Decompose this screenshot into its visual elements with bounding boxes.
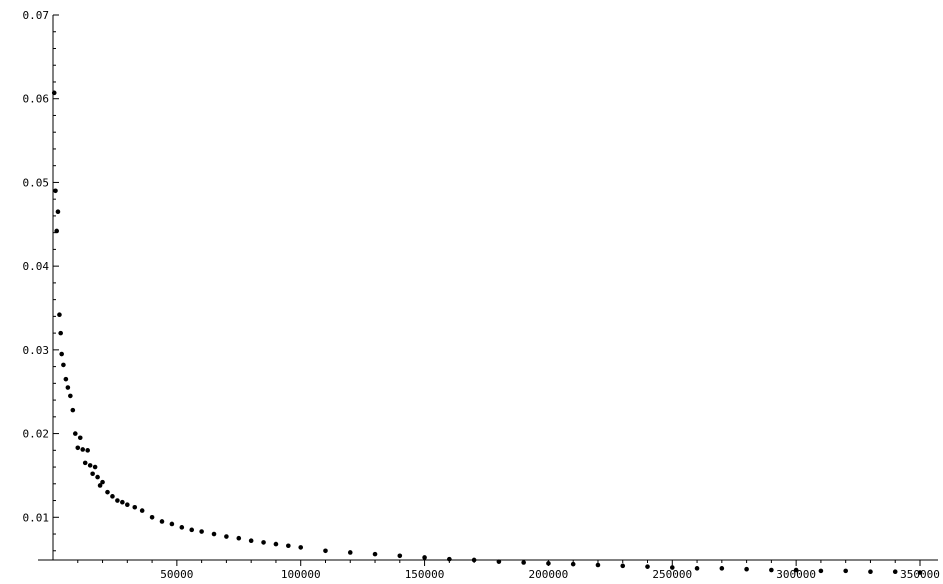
- data-point: [422, 555, 427, 560]
- data-point: [90, 471, 95, 477]
- data-point: [53, 188, 58, 194]
- data-point: [645, 564, 650, 569]
- y-tick-label: 0.04: [23, 260, 50, 273]
- x-tick-label: 200000: [529, 568, 569, 581]
- data-point: [347, 550, 353, 555]
- data-point: [719, 566, 725, 571]
- data-point: [61, 362, 66, 368]
- data-point: [75, 445, 81, 451]
- data-point: [72, 431, 78, 436]
- data-point: [105, 489, 110, 495]
- y-tick-label: 0.02: [23, 428, 50, 441]
- data-point: [95, 474, 100, 480]
- data-point: [179, 525, 185, 530]
- data-points: [51, 90, 923, 575]
- data-point: [85, 448, 90, 453]
- data-point: [471, 557, 477, 563]
- data-point: [55, 209, 61, 215]
- data-point: [110, 494, 115, 499]
- data-point: [97, 483, 103, 488]
- data-point: [769, 567, 774, 573]
- data-point: [63, 376, 69, 382]
- data-point: [54, 228, 60, 234]
- data-point: [77, 435, 83, 441]
- data-point: [51, 90, 57, 96]
- data-point: [917, 570, 923, 575]
- data-point: [793, 567, 799, 573]
- data-point: [694, 566, 700, 571]
- data-point: [570, 561, 576, 567]
- data-point: [372, 551, 378, 557]
- data-point: [298, 545, 304, 550]
- data-point: [92, 464, 98, 470]
- x-tick-label: 300000: [776, 568, 816, 581]
- data-point: [323, 548, 328, 554]
- data-point: [397, 553, 403, 559]
- data-point: [224, 534, 229, 539]
- data-point: [100, 479, 105, 485]
- y-tick-label: 0.07: [23, 9, 50, 22]
- data-point: [139, 508, 145, 513]
- y-tick-label: 0.06: [23, 93, 50, 106]
- data-point: [447, 556, 452, 562]
- x-tick-label: 250000: [652, 568, 692, 581]
- data-point: [669, 565, 675, 570]
- data-point: [496, 559, 502, 564]
- data-point: [248, 538, 254, 544]
- y-tick-label: 0.05: [23, 176, 50, 189]
- data-point: [65, 385, 71, 390]
- data-point: [149, 514, 155, 520]
- data-point: [82, 460, 88, 466]
- data-point: [843, 568, 848, 574]
- data-point: [818, 568, 824, 574]
- data-point: [211, 531, 217, 537]
- data-point: [744, 566, 749, 572]
- data-point: [546, 561, 551, 566]
- data-point: [159, 519, 165, 524]
- data-point: [132, 504, 138, 510]
- data-point: [892, 569, 898, 574]
- tick-marks: [53, 14, 921, 566]
- data-point: [620, 563, 626, 569]
- data-point: [189, 527, 195, 533]
- axes: [38, 15, 938, 561]
- data-point: [87, 463, 93, 468]
- tick-labels: 5000010000015000020000025000030000035000…: [23, 9, 940, 581]
- data-point: [169, 521, 175, 527]
- data-point: [595, 562, 601, 568]
- data-point: [59, 351, 64, 357]
- data-point: [115, 498, 120, 503]
- x-tick-label: 150000: [405, 568, 445, 581]
- data-point: [236, 535, 242, 541]
- x-tick-label: 50000: [160, 568, 193, 581]
- y-tick-label: 0.01: [23, 511, 50, 524]
- data-point: [261, 540, 266, 545]
- data-point: [70, 407, 76, 413]
- data-point: [68, 393, 73, 399]
- data-point: [57, 312, 62, 317]
- data-point: [80, 447, 86, 452]
- data-point: [521, 560, 526, 565]
- data-point: [199, 529, 204, 534]
- x-tick-label: 100000: [281, 568, 321, 581]
- y-tick-label: 0.03: [23, 344, 50, 357]
- data-point: [286, 543, 291, 549]
- data-point: [58, 330, 63, 336]
- data-point: [868, 569, 873, 574]
- data-point: [125, 502, 130, 508]
- data-point: [120, 499, 125, 505]
- data-point: [273, 541, 279, 547]
